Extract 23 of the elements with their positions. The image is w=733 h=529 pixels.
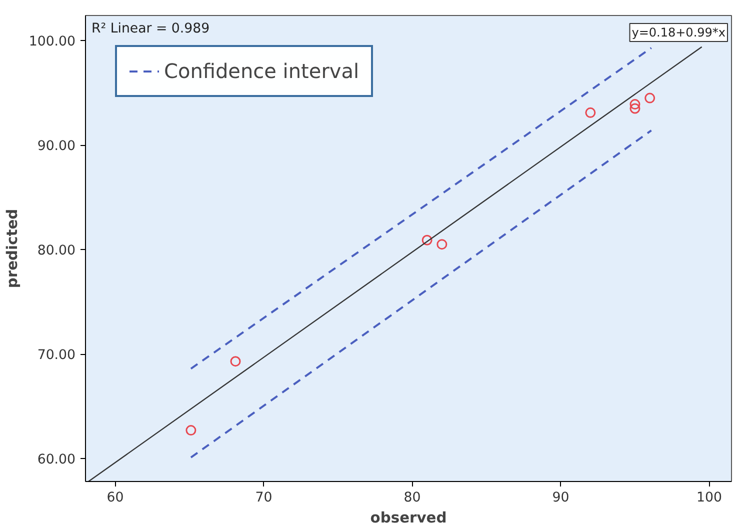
y-tick-label: 70.00 [37,348,76,364]
y-tick-label: 100.00 [28,34,76,50]
y-tick-label: 60.00 [37,452,76,468]
point [422,234,432,246]
point [630,99,640,110]
x-tick-label: 70 [255,490,272,506]
x-tick-label: 90 [552,490,570,506]
point [436,239,448,250]
point [644,92,656,104]
y-tick-label: 90.00 [37,139,76,154]
point [585,107,596,118]
point [630,103,640,114]
annotation: y=0.18+0.99*x [632,26,726,40]
legend-label: Confidence interval [164,59,360,83]
x-tick-label: 80 [404,490,421,506]
point [186,425,196,436]
y-tick-label: 80.00 [37,244,76,259]
x-axis-title: observed [370,510,447,526]
x-tick-label: 100 [696,490,722,506]
y-axis-title: predicted [4,208,21,288]
annotation: R² Linear = 0.989 [92,22,210,36]
point [230,356,241,367]
x-tick-label: 60 [106,490,124,506]
